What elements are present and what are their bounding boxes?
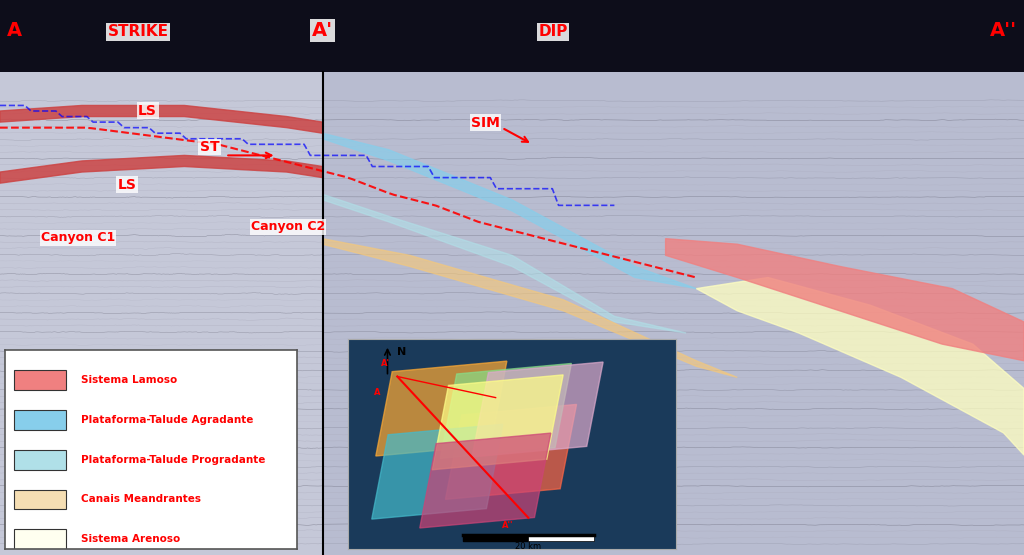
- Bar: [0, 72, 323, 555]
- Polygon shape: [0, 155, 323, 183]
- Text: ST: ST: [200, 140, 219, 154]
- Text: A'': A'': [990, 21, 1017, 40]
- Text: A': A': [312, 21, 333, 40]
- Polygon shape: [666, 239, 1024, 361]
- Text: STRIKE: STRIKE: [108, 24, 169, 39]
- Text: Canyon C1: Canyon C1: [41, 231, 116, 244]
- Polygon shape: [323, 239, 737, 377]
- Polygon shape: [323, 133, 696, 289]
- Text: SIM: SIM: [471, 115, 500, 129]
- Polygon shape: [323, 194, 686, 333]
- Text: LS: LS: [118, 178, 136, 191]
- Bar: [0, 0, 1024, 78]
- Text: A: A: [7, 21, 23, 40]
- Polygon shape: [696, 278, 1024, 455]
- Text: LS: LS: [138, 104, 157, 118]
- Polygon shape: [0, 105, 323, 133]
- Text: DIP: DIP: [539, 24, 567, 39]
- Bar: [323, 72, 1024, 555]
- Text: Canyon C2: Canyon C2: [251, 220, 326, 233]
